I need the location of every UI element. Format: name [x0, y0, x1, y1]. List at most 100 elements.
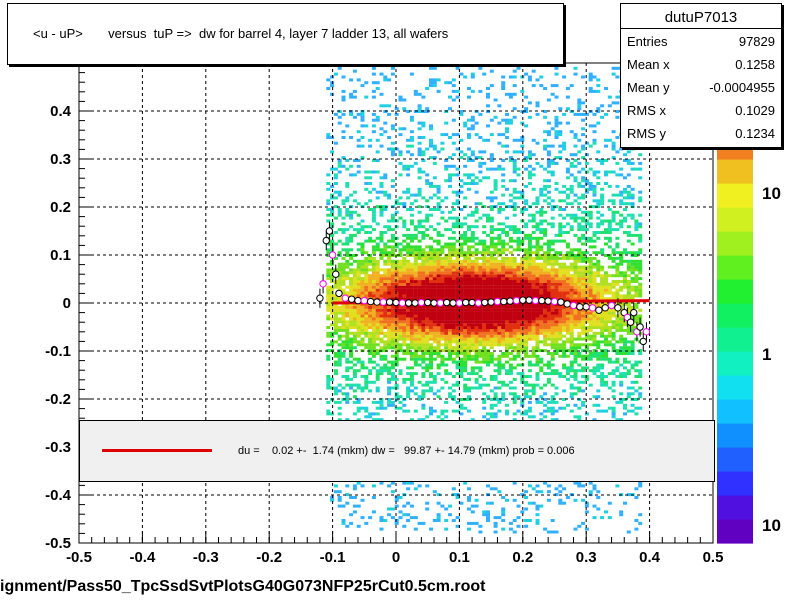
- heatmap-cell: [508, 323, 513, 327]
- heatmap-cell: [604, 277, 608, 281]
- heatmap-cell: [429, 124, 433, 128]
- heatmap-cell: [390, 343, 395, 347]
- heatmap-cell: [387, 280, 392, 283]
- heatmap-cell: [584, 271, 589, 275]
- heatmap-cell: [425, 323, 430, 327]
- heatmap-cell: [516, 320, 521, 324]
- heatmap-cell: [330, 277, 335, 281]
- heatmap-cell: [455, 343, 460, 347]
- heatmap-cell: [444, 328, 449, 332]
- heatmap-cell: [596, 251, 601, 255]
- heatmap-cell: [371, 66, 376, 70]
- heatmap-cell: [390, 516, 395, 520]
- heatmap-cell: [451, 305, 456, 309]
- heatmap-cell: [330, 377, 335, 381]
- heatmap-cell: [558, 107, 563, 111]
- heatmap-cell: [448, 277, 452, 281]
- heatmap-cell: [482, 331, 487, 335]
- heatmap-cell: [432, 161, 437, 165]
- heatmap-cell: [398, 314, 403, 318]
- heatmap-cell: [470, 75, 475, 79]
- heatmap-cell: [409, 357, 414, 361]
- heatmap-cell: [596, 259, 601, 263]
- heatmap-cell: [543, 288, 548, 292]
- heatmap-cell: [470, 366, 475, 370]
- heatmap-cell: [394, 277, 399, 281]
- heatmap-cell: [333, 190, 338, 194]
- heatmap-cell: [562, 297, 567, 301]
- heatmap-cell: [581, 228, 586, 232]
- heatmap-cell: [345, 308, 350, 312]
- heatmap-cell: [406, 395, 411, 399]
- heatmap-cell: [394, 331, 399, 335]
- heatmap-cell: [406, 352, 411, 355]
- heatmap-cell: [497, 314, 502, 318]
- heatmap-cell: [341, 95, 346, 99]
- heatmap-cell: [558, 282, 563, 286]
- heatmap-cell: [326, 303, 331, 306]
- heatmap-cell: [573, 144, 578, 148]
- heatmap-cell: [600, 377, 605, 381]
- heatmap-cell: [349, 377, 354, 381]
- heatmap-cell: [505, 326, 509, 329]
- heatmap-cell: [489, 268, 494, 272]
- heatmap-cell: [546, 406, 551, 410]
- heatmap-cell: [440, 305, 445, 309]
- heatmap-cell: [352, 496, 357, 499]
- heatmap-cell: [444, 288, 449, 292]
- heatmap-cell: [436, 202, 441, 206]
- heatmap-cell: [535, 314, 540, 318]
- heatmap-cell: [554, 326, 559, 329]
- heatmap-cell: [505, 248, 509, 252]
- heatmap-cell: [356, 291, 361, 295]
- heatmap-cell: [368, 256, 373, 260]
- heatmap-cell: [565, 369, 570, 373]
- heatmap-cell: [417, 343, 422, 347]
- heatmap-cell: [326, 248, 331, 252]
- heatmap-cell: [409, 265, 414, 269]
- heatmap-cell: [425, 251, 430, 255]
- heatmap-cell: [478, 150, 483, 154]
- heatmap-cell: [470, 72, 475, 76]
- heatmap-cell: [588, 78, 593, 82]
- heatmap-cell: [349, 346, 354, 350]
- heatmap-cell: [516, 328, 521, 332]
- heatmap-cell: [409, 213, 414, 217]
- heatmap-cell: [554, 386, 559, 390]
- heatmap-cell: [421, 314, 426, 318]
- heatmap-cell: [531, 392, 536, 396]
- heatmap-cell: [409, 340, 414, 344]
- heatmap-cell: [531, 317, 536, 321]
- heatmap-cell: [455, 271, 460, 275]
- heatmap-cell: [417, 110, 422, 113]
- heatmap-cell: [379, 357, 384, 361]
- heatmap-cell: [512, 308, 517, 312]
- heatmap-cell: [486, 513, 490, 517]
- heatmap-cell: [429, 280, 433, 283]
- heatmap-cell: [425, 343, 430, 347]
- heatmap-cell: [394, 323, 399, 327]
- heatmap-cell: [615, 349, 620, 353]
- heatmap-cell: [569, 173, 574, 177]
- heatmap-cell: [417, 395, 422, 399]
- heatmap-cell: [493, 228, 498, 232]
- heatmap-cell: [470, 288, 475, 292]
- heatmap-cell: [600, 372, 605, 376]
- heatmap-cell: [524, 280, 529, 283]
- heatmap-cell: [558, 317, 563, 321]
- heatmap-cell: [371, 308, 376, 312]
- heatmap-cell: [368, 369, 373, 373]
- heatmap-cell: [440, 357, 445, 361]
- heatmap-cell: [421, 150, 426, 154]
- heatmap-cell: [360, 331, 365, 335]
- heatmap-cell: [600, 231, 605, 234]
- heatmap-cell: [417, 219, 422, 223]
- heatmap-cell: [341, 320, 346, 324]
- heatmap-cell: [604, 182, 608, 185]
- heatmap-cell: [508, 305, 513, 309]
- heatmap-cell: [451, 352, 456, 355]
- heatmap-cell: [584, 228, 589, 232]
- heatmap-cell: [596, 216, 601, 220]
- heatmap-cell: [592, 303, 597, 306]
- heatmap-cell: [600, 320, 605, 324]
